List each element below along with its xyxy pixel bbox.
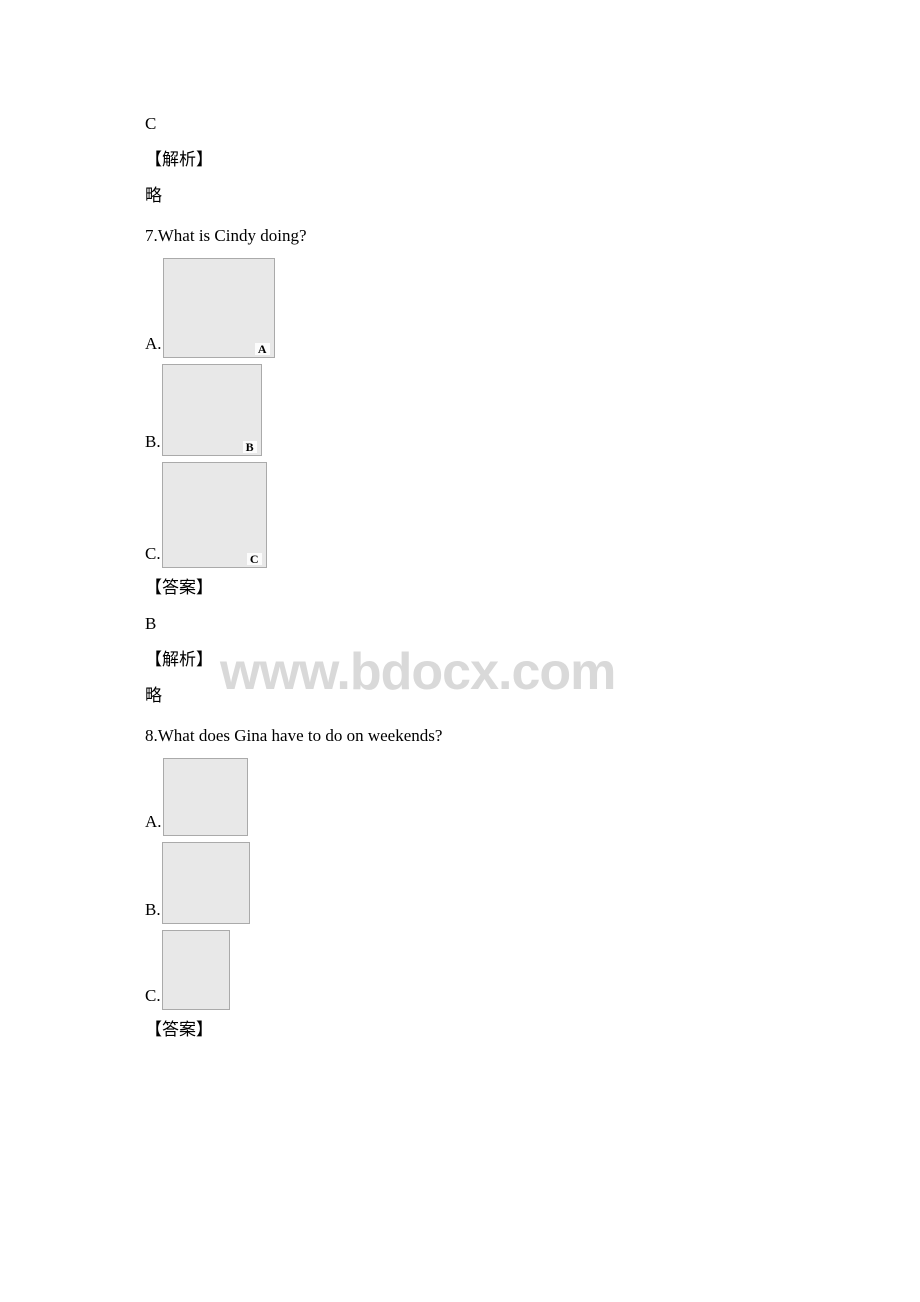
question-7-text: 7.What is Cindy doing? — [145, 222, 775, 250]
q8-option-b: B. — [145, 842, 775, 924]
q7-option-c: C. C — [145, 462, 775, 568]
analysis-label: 【解析】 — [145, 146, 775, 174]
option-letter: B. — [145, 428, 161, 456]
option-letter: C. — [145, 540, 161, 568]
q7-option-a: A. A — [145, 258, 775, 358]
option-letter: C. — [145, 982, 161, 1010]
question-8-text: 8.What does Gina have to do on weekends? — [145, 722, 775, 750]
q7-answer-letter: B — [145, 610, 775, 638]
answer-label: 【答案】 — [145, 574, 775, 602]
analysis-label: 【解析】 — [145, 646, 775, 674]
q8-option-b-image — [162, 842, 250, 924]
analysis-text: 略 — [145, 182, 775, 210]
image-corner-label: A — [255, 343, 270, 355]
image-corner-label: B — [243, 441, 257, 453]
option-letter: A. — [145, 808, 162, 836]
option-letter: A. — [145, 330, 162, 358]
image-corner-label: C — [247, 553, 262, 565]
option-letter: B. — [145, 896, 161, 924]
answer-label: 【答案】 — [145, 1016, 775, 1044]
q7-option-a-image: A — [163, 258, 275, 358]
prev-answer-letter: C — [145, 110, 775, 138]
q8-option-a-image — [163, 758, 248, 836]
q8-option-c-image — [162, 930, 230, 1010]
q8-option-a: A. — [145, 758, 775, 836]
q7-option-b: B. B — [145, 364, 775, 456]
q8-option-c: C. — [145, 930, 775, 1010]
q7-option-c-image: C — [162, 462, 267, 568]
q7-option-b-image: B — [162, 364, 262, 456]
analysis-text: 略 — [145, 682, 775, 710]
